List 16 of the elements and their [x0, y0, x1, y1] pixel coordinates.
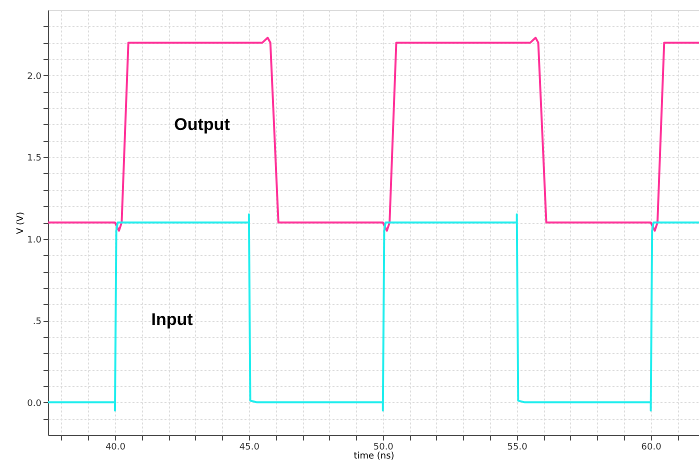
x-tick-label: 60.0: [641, 442, 662, 452]
line-series: [47, 36, 699, 232]
x-tick-label: 55.0: [507, 442, 528, 452]
x-axis-title: time (ns): [354, 452, 394, 462]
x-tick-label: 50.0: [373, 442, 394, 452]
y-tick-label: .5: [32, 317, 42, 328]
y-tick-label: 1.0: [27, 235, 42, 246]
y-tick-label: 1.5: [27, 154, 42, 164]
y-tick-label: 0.0: [27, 398, 42, 409]
text: Input: [151, 310, 194, 329]
line-series: [47, 213, 699, 412]
x-tick-label: 45.0: [239, 442, 260, 452]
text: Output: [174, 115, 230, 134]
y-tick-label: 2.0: [27, 72, 42, 82]
x-tick-label: 40.0: [105, 442, 126, 452]
y-axis-title: V (V): [16, 212, 26, 234]
